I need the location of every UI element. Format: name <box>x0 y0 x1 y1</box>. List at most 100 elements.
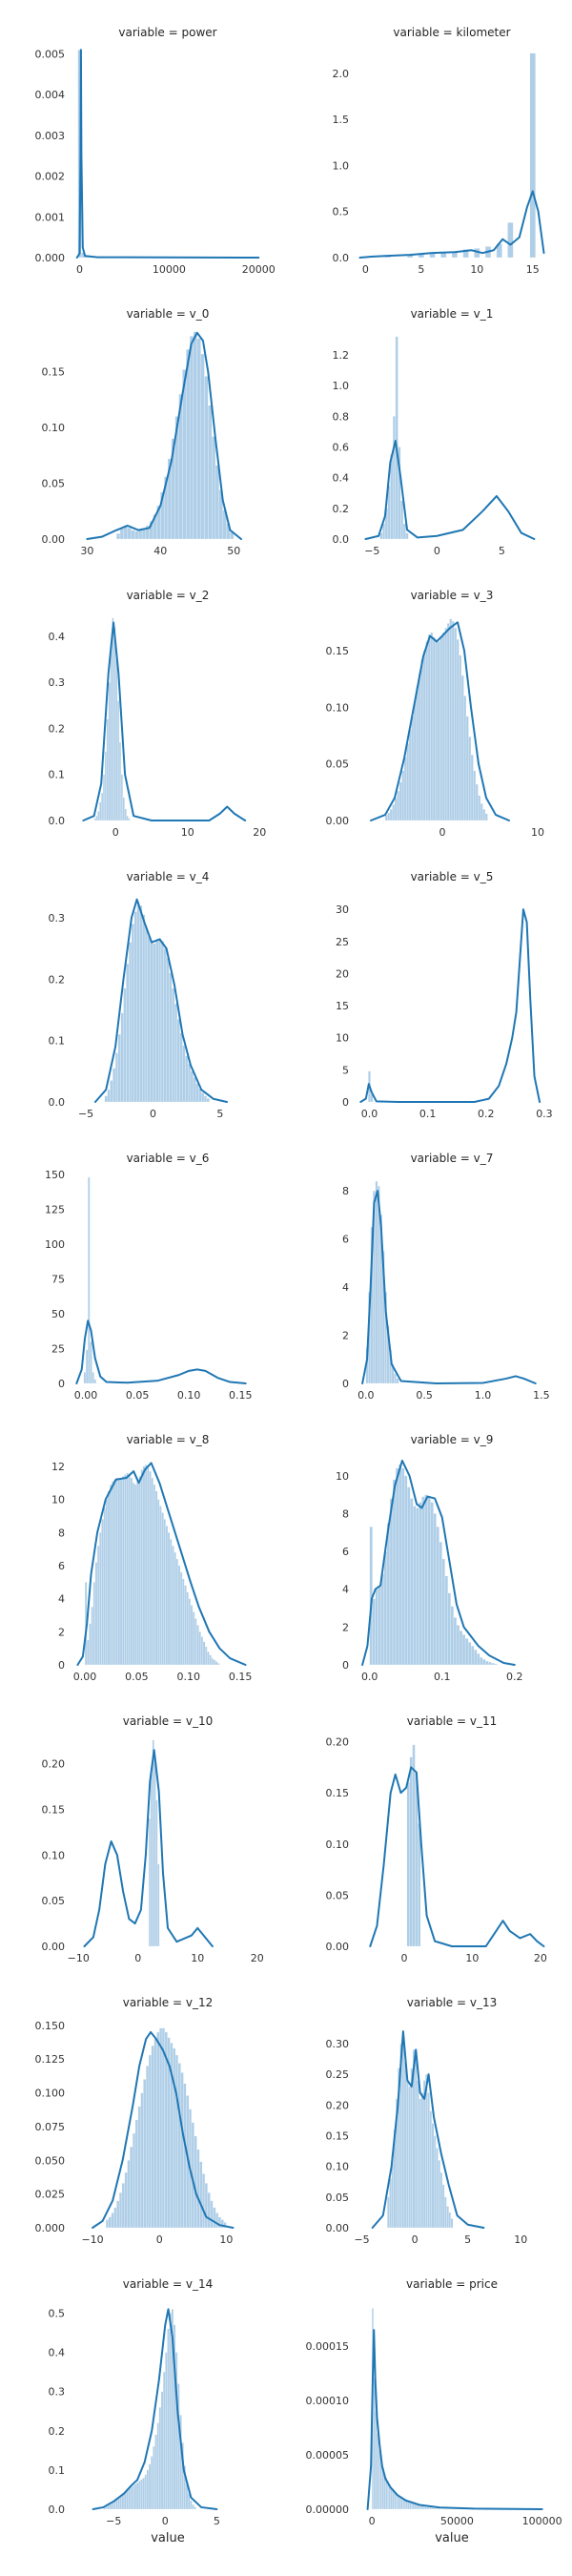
histogram-bar <box>126 1472 129 1666</box>
y-tick-label: 0.00010 <box>306 2395 350 2407</box>
kde-line <box>359 908 541 1103</box>
x-tick-label: 50 <box>227 545 240 557</box>
y-tick-label: 4 <box>342 1281 349 1294</box>
x-tick-label: 5 <box>418 263 424 276</box>
histogram <box>384 618 488 821</box>
panel-title: variable = v_5 <box>411 870 494 883</box>
histogram-bar <box>161 2027 165 2229</box>
facet-panel: variable = v_0 0.00 0.05 0.10 0.15 30 40 50 <box>42 307 242 557</box>
histogram-bar <box>176 1019 180 1103</box>
histogram-bar <box>115 1477 118 1666</box>
y-tick-label: 0 <box>342 1378 349 1390</box>
histogram-bar <box>424 1494 428 1666</box>
histogram-bar <box>114 1052 119 1103</box>
histogram-bar <box>127 2160 131 2229</box>
facet-panel: variable = v_10 0.00 0.05 0.10 0.15 0.20 −10 0 1… <box>42 1714 264 1964</box>
y-tick-label: 0.000 <box>35 2222 66 2234</box>
facet-panel: variable = v_14 0.0 0.1 0.2 0.3 0.4 0.5 −5 0 5 val… <box>49 2277 220 2545</box>
histogram-bar <box>172 1546 174 1666</box>
x-tick-label: −5 <box>364 545 379 557</box>
x-tick-label: 0 <box>112 826 119 839</box>
histogram-bar <box>136 1481 139 1666</box>
panel-title: variable = v_6 <box>127 1152 210 1165</box>
histogram-bar <box>150 941 153 1103</box>
y-tick-label: 0.20 <box>326 1736 350 1749</box>
histogram-bar <box>480 803 483 821</box>
histogram-bar <box>179 1032 183 1103</box>
histogram-bar <box>446 623 450 821</box>
histogram-bar <box>494 1663 498 1666</box>
histogram-bar <box>465 716 469 821</box>
histogram-bar <box>418 2504 420 2510</box>
histogram-bar <box>192 1611 195 1666</box>
histogram-bar <box>138 1476 141 1666</box>
panel-title: variable = v_4 <box>127 870 210 883</box>
y-tick-label: 0.150 <box>35 2020 66 2032</box>
histogram-bar <box>217 1663 220 1666</box>
histogram-bar <box>441 1558 445 1666</box>
histogram-bar <box>427 2506 430 2510</box>
histogram-bar <box>477 1652 480 1666</box>
histogram-bar <box>213 1659 216 1666</box>
histogram-bar <box>116 2200 120 2229</box>
histogram-bar <box>150 1773 153 1947</box>
x-tick-label: 0.10 <box>177 1389 201 1402</box>
histogram-bar <box>461 1634 466 1666</box>
histogram-bar <box>413 701 417 821</box>
histogram <box>83 1176 96 1384</box>
x-tick-label: 0.2 <box>506 1671 523 1683</box>
histogram-bar <box>149 1470 152 1666</box>
facet-panel: variable = v_8 0 2 4 6 8 10 12 0.00 0.05 0.10 0.15 <box>51 1433 252 1683</box>
histogram-bar <box>380 1573 385 1666</box>
histogram-bar <box>383 1550 388 1666</box>
histogram-bar <box>177 2063 181 2229</box>
y-tick-label: 0.10 <box>326 2161 350 2173</box>
histogram-bar <box>118 741 122 821</box>
histogram-bar <box>140 1469 144 1666</box>
panel-title: variable = v_14 <box>123 2277 213 2291</box>
kde-line <box>361 1459 516 1666</box>
panel-title: variable = v_10 <box>123 1714 213 1728</box>
x-tick-label: 10000 <box>153 263 186 276</box>
histogram-bar <box>112 617 114 821</box>
histogram-bar <box>126 964 130 1103</box>
x-tick-label: 0.2 <box>478 1108 495 1120</box>
histogram-bar <box>404 1475 408 1666</box>
histogram-bar <box>153 943 156 1103</box>
histogram-bar <box>375 2411 378 2510</box>
facet-panel: variable = v_6 0 25 50 75 100 125 150 0.00 0.05 0.… <box>45 1152 252 1402</box>
histogram-bar <box>107 1090 111 1103</box>
histogram-bar <box>471 1646 475 1666</box>
histogram-bar <box>482 809 486 821</box>
facet-panel: variable = kilometer 0.0 0.5 1.0 1.5 2.0 0 5 10 1… <box>333 26 545 276</box>
histogram-bar <box>207 1652 210 1666</box>
histogram-bar <box>202 1641 206 1666</box>
histogram-bar <box>159 1506 162 1666</box>
histogram-bar <box>451 620 455 821</box>
panel-title: variable = v_8 <box>127 1433 210 1446</box>
panel-title: variable = v_3 <box>411 589 494 602</box>
x-tick-label: 5 <box>214 2515 220 2527</box>
x-tick-label: −5 <box>106 2515 121 2527</box>
histogram-bar <box>435 641 439 821</box>
histogram-bar <box>436 2148 439 2229</box>
y-tick-label: 0.0 <box>49 1096 66 1109</box>
y-tick-label: 0.002 <box>35 171 66 183</box>
y-tick-label: 0.00 <box>326 815 350 827</box>
histogram <box>93 617 131 821</box>
histogram-bar <box>142 1465 146 1666</box>
histogram-bar <box>426 2506 429 2510</box>
histogram-bar <box>392 804 396 821</box>
panel-title: variable = v_2 <box>127 589 210 602</box>
histogram-bar <box>450 1606 455 1666</box>
y-tick-label: 0.00 <box>326 1941 350 1953</box>
histogram-bar <box>108 682 111 821</box>
y-tick-label: 0.05 <box>42 1895 66 1907</box>
y-tick-label: 0.15 <box>326 645 350 657</box>
histogram-bar <box>117 1479 121 1666</box>
y-tick-label: 0.5 <box>49 2307 66 2319</box>
histogram-bar <box>134 530 139 540</box>
histogram-bar <box>414 2055 418 2229</box>
histogram-bar <box>421 1496 425 1666</box>
x-tick-label: 0 <box>362 263 369 276</box>
